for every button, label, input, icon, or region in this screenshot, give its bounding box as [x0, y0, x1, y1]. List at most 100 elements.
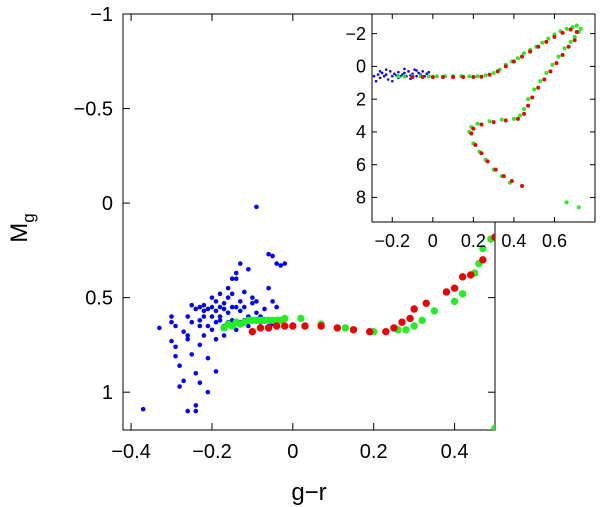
main-y-axis-label-main: M	[6, 223, 33, 243]
main-blue-point	[274, 261, 279, 266]
main-blue-point	[197, 380, 203, 386]
main-blue-point	[205, 389, 211, 395]
inset-green-point	[475, 121, 480, 126]
main-x-tick-label: −0.4	[111, 441, 150, 463]
main-blue-point	[237, 261, 243, 266]
main-blue-point	[282, 261, 288, 266]
inset-blue-point	[403, 67, 406, 71]
main-blue-point	[185, 314, 190, 319]
main-blue-point	[237, 308, 243, 314]
inset-red-point	[548, 69, 553, 74]
inset-green-point	[562, 46, 567, 51]
inset-green-point	[402, 74, 407, 79]
inset-plot-frame	[371, 13, 596, 223]
main-blue-point	[209, 304, 215, 310]
inset-red-point	[520, 183, 525, 188]
inset-blue-point	[421, 70, 424, 73]
inset-blue-point	[407, 70, 410, 73]
inset-red-point	[440, 75, 445, 80]
main-red-point	[398, 318, 406, 326]
inset-green-point	[515, 56, 520, 61]
inset-green-point	[526, 97, 531, 102]
main-green-point	[402, 326, 410, 334]
main-x-tick-label: 0.2	[360, 441, 388, 463]
inset-x-tick-label: 0.2	[461, 231, 486, 251]
main-green-point	[341, 324, 350, 332]
inset-red-point	[520, 54, 525, 59]
main-blue-point	[233, 276, 239, 282]
main-blue-point	[205, 306, 211, 312]
inset-blue-point	[376, 73, 380, 76]
main-red-point	[272, 322, 281, 330]
main-blue-point	[197, 323, 203, 329]
main-blue-point	[213, 299, 219, 304]
inset-red-point	[536, 44, 541, 49]
inset-red-point	[572, 38, 577, 43]
inset-red-point	[430, 75, 435, 80]
inset-red-point	[479, 122, 484, 127]
inset-red-point	[410, 75, 415, 80]
main-red-point	[479, 256, 487, 264]
inset-red-point	[469, 131, 474, 136]
main-blue-point	[169, 314, 174, 319]
inset-red-point	[515, 116, 520, 121]
main-red-point	[333, 324, 342, 332]
inset-blue-point	[415, 69, 418, 72]
main-y-tick-label: 0	[102, 193, 113, 215]
inset-green-point	[538, 79, 543, 84]
main-y-tick-label: 1	[102, 382, 113, 404]
inset-green-point	[568, 39, 573, 44]
main-y-tick-label: 0.5	[85, 288, 113, 310]
main-red-point	[491, 233, 495, 241]
main-blue-point	[201, 333, 207, 338]
inset-red-point	[471, 126, 476, 131]
main-y-tick-label: −0.5	[74, 99, 113, 121]
inset-red-point	[511, 59, 516, 64]
inset-y-tick-label: 0	[356, 57, 366, 77]
inset-green-point	[540, 40, 545, 45]
main-red-point	[422, 299, 430, 308]
main-blue-point	[209, 295, 215, 300]
inset-red-point	[501, 174, 506, 179]
inset-red-point	[526, 103, 531, 108]
main-blue-point	[217, 304, 223, 310]
main-blue-point	[254, 204, 259, 210]
main-red-point	[406, 314, 414, 323]
main-red-point	[248, 327, 257, 336]
main-blue-point	[140, 406, 146, 412]
main-green-point	[418, 316, 426, 325]
inset-y-tick-label: 2	[356, 89, 366, 109]
inset-red-point	[420, 75, 425, 80]
main-data-points	[140, 204, 495, 430]
inset-green-point	[426, 74, 431, 79]
main-blue-point	[205, 355, 211, 361]
inset-red-point	[473, 143, 478, 148]
main-blue-point	[233, 304, 239, 310]
main-blue-point	[242, 304, 247, 310]
inset-red-point	[491, 120, 496, 125]
main-x-ticks: −0.4 −0.2 0 0.2 0.4	[111, 14, 468, 463]
main-red-point	[382, 327, 390, 336]
inset-green-point	[556, 54, 561, 59]
main-red-point	[256, 324, 265, 332]
main-blue-point	[225, 310, 231, 316]
main-blue-point	[177, 384, 182, 389]
inset-green-point	[578, 26, 583, 31]
inset-blue-point	[393, 72, 396, 76]
inset-green-point	[574, 23, 579, 28]
inset-green-point	[564, 26, 569, 31]
main-blue-point	[278, 263, 283, 268]
inset-red-point	[509, 179, 514, 184]
inset-green-point	[483, 73, 488, 78]
inset-red-point	[542, 77, 547, 82]
inset-green-point	[396, 74, 401, 79]
main-blue-point	[193, 403, 199, 408]
inset-green-point	[532, 87, 537, 92]
inset-x-tick-label: −0.2	[374, 231, 410, 251]
inset-x-ticks: −0.2 0 0.2 0.4 0.6	[374, 14, 567, 251]
main-red-point	[410, 305, 418, 313]
main-blue-point	[270, 253, 275, 259]
main-blue-point	[246, 266, 251, 272]
inset-y-tick-label: 4	[356, 122, 366, 142]
inset-blue-point	[372, 74, 376, 78]
